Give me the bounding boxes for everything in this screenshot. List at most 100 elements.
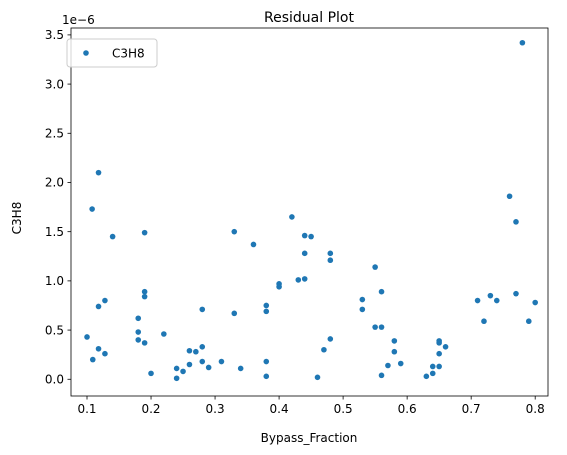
data-point (141, 293, 148, 300)
y-axis-label: C3H8 (10, 202, 24, 235)
data-point (493, 297, 500, 304)
data-point (321, 346, 327, 353)
x-tick-label: 0.1 (77, 402, 96, 416)
data-point (513, 219, 519, 225)
data-point (372, 324, 378, 330)
y-tick-label: 0.0 (45, 372, 64, 386)
data-point (250, 241, 257, 248)
y-tick-label: 3.5 (45, 28, 64, 42)
data-point (519, 39, 526, 46)
data-point (423, 373, 430, 380)
data-point (429, 363, 436, 370)
data-point (314, 374, 321, 381)
data-point (429, 370, 436, 377)
data-point (301, 232, 308, 239)
data-point (263, 373, 270, 380)
data-point (308, 233, 314, 240)
data-point (231, 310, 238, 317)
x-tick-label: 0.5 (334, 402, 353, 416)
data-point (237, 365, 244, 372)
data-point (436, 363, 442, 370)
data-point (205, 364, 212, 371)
data-point (89, 206, 95, 212)
data-point (263, 308, 270, 315)
y-tick-label: 2.0 (45, 176, 64, 190)
data-point (263, 302, 270, 309)
x-tick-label: 0.6 (398, 402, 417, 416)
data-point (141, 288, 148, 295)
data-point (378, 288, 385, 295)
data-point (436, 340, 442, 346)
x-tick-label: 0.4 (270, 402, 289, 416)
x-axis-label: Bypass_Fraction (261, 431, 358, 445)
data-point (327, 250, 334, 257)
data-point (372, 264, 378, 270)
data-point (199, 358, 206, 365)
data-point (193, 348, 199, 355)
data-point (180, 368, 186, 375)
x-tick-label: 0.3 (206, 402, 225, 416)
legend: C3H8 (66, 38, 158, 68)
data-points (84, 39, 538, 382)
data-point (487, 292, 494, 299)
data-point (295, 277, 302, 283)
data-point (89, 356, 96, 363)
y-tick-label: 3.0 (45, 77, 64, 91)
data-point (513, 290, 519, 297)
data-point (231, 228, 238, 235)
data-point (391, 348, 398, 355)
data-point (102, 297, 108, 304)
data-point (135, 329, 142, 335)
data-point (95, 169, 102, 176)
data-point (289, 214, 295, 220)
y-axis-scale-label: 1e−6 (62, 13, 95, 27)
data-point (186, 347, 193, 354)
data-point (359, 296, 366, 303)
data-point (95, 345, 102, 352)
legend-label: C3H8 (112, 47, 145, 61)
data-point (95, 303, 102, 310)
x-tick-label: 0.8 (526, 402, 545, 416)
data-point (378, 372, 385, 379)
x-axis-ticks: 0.1 0.2 0.3 0.4 0.5 0.6 0.7 0.8 (77, 396, 545, 416)
data-point (276, 283, 282, 290)
data-point (436, 350, 442, 357)
y-tick-label: 1.5 (45, 225, 64, 239)
data-point (481, 318, 487, 325)
data-point (327, 336, 334, 342)
data-point (385, 362, 391, 369)
data-point (102, 350, 108, 357)
data-point (506, 193, 513, 200)
x-tick-label: 0.2 (141, 402, 160, 416)
data-point (442, 344, 449, 350)
data-point (135, 315, 142, 322)
data-point (301, 250, 308, 257)
y-tick-label: 1.0 (45, 274, 64, 288)
data-point (301, 276, 308, 282)
data-point (199, 344, 206, 350)
data-point (173, 375, 180, 382)
data-point (161, 331, 167, 337)
data-point (218, 358, 225, 365)
data-point (173, 365, 180, 372)
data-point (391, 338, 398, 344)
data-point (109, 233, 116, 240)
data-point (525, 318, 532, 325)
data-point (141, 229, 148, 236)
y-axis-ticks: 0.0 0.5 1.0 1.5 2.0 2.5 3.0 3.5 (45, 28, 71, 386)
data-point (199, 306, 206, 313)
data-point (141, 340, 148, 346)
data-point (263, 358, 270, 365)
y-tick-label: 0.5 (45, 323, 64, 337)
y-tick-label: 2.5 (45, 126, 64, 140)
data-point (474, 297, 481, 304)
legend-marker (83, 50, 89, 56)
data-point (186, 361, 193, 368)
data-point (84, 334, 90, 340)
x-tick-label: 0.7 (462, 402, 481, 416)
data-point (327, 257, 334, 264)
legend-box (66, 38, 158, 68)
chart-title: Residual Plot (264, 10, 354, 26)
data-point (532, 299, 538, 306)
data-point (148, 370, 154, 377)
